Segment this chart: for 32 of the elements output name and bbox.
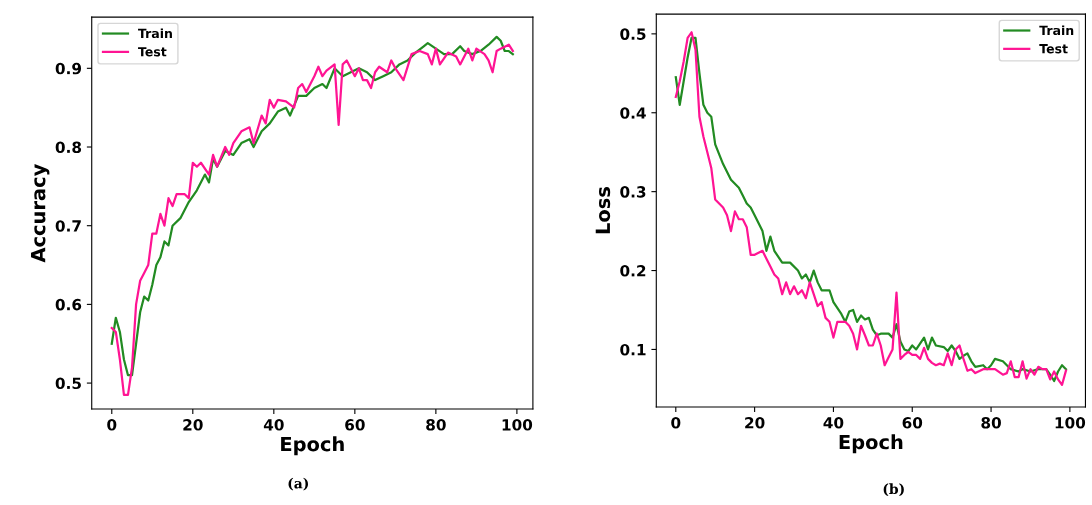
legend-label: Train bbox=[1039, 25, 1074, 36]
x-tick-label: 40 bbox=[823, 417, 844, 429]
y-tick-label: 0.2 bbox=[620, 265, 646, 277]
y-tick-label: 0.9 bbox=[55, 62, 82, 75]
text: (a) bbox=[288, 477, 309, 491]
y-tick-label: 0.4 bbox=[620, 107, 646, 119]
x-axis-title: Epoch bbox=[839, 434, 903, 454]
x-tick-label: 60 bbox=[902, 417, 923, 429]
x-tick-label: 80 bbox=[426, 419, 446, 431]
x-tick-label: 80 bbox=[981, 417, 1001, 429]
x-tick-label: 20 bbox=[745, 417, 765, 429]
y-axis-title: Accuracy bbox=[31, 164, 50, 263]
x-tick-label: 0 bbox=[107, 419, 117, 431]
y-tick-label: 0.7 bbox=[55, 220, 81, 232]
x-tick-label: 0 bbox=[671, 417, 681, 429]
y-tick-label: 0.6 bbox=[55, 298, 82, 311]
x-tick-label: 100 bbox=[1055, 417, 1086, 429]
x-tick-label: 40 bbox=[263, 419, 284, 431]
x-axis-title: Epoch bbox=[281, 436, 344, 456]
y-tick-label: 0.1 bbox=[620, 343, 646, 356]
y-tick-label: 0.5 bbox=[55, 377, 81, 390]
y-tick-label: 0.8 bbox=[55, 141, 82, 154]
y-axis-title: Loss bbox=[595, 187, 611, 234]
x-tick-label: 20 bbox=[183, 419, 203, 431]
x-tick-label: 60 bbox=[345, 419, 365, 431]
legend-label: Test bbox=[138, 47, 167, 57]
y-tick-label: 0.5 bbox=[620, 28, 646, 40]
text: (b) bbox=[883, 483, 904, 497]
legend-label: Test bbox=[1039, 44, 1068, 54]
legend-label: Train bbox=[138, 28, 172, 39]
y-tick-label: 0.3 bbox=[620, 186, 646, 198]
x-tick-label: 100 bbox=[502, 419, 533, 431]
